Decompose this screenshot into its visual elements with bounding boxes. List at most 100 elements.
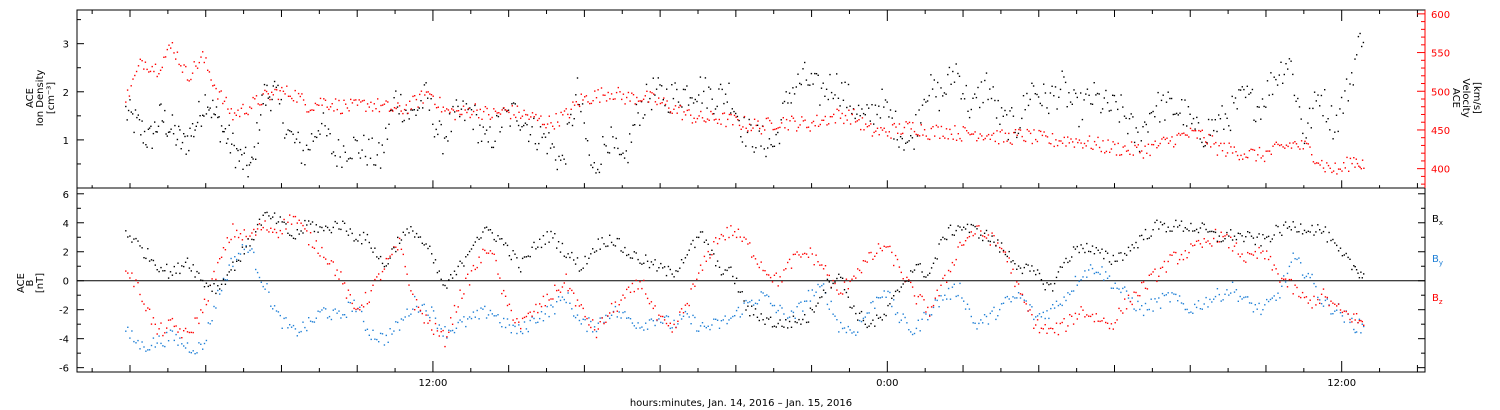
data-point <box>754 302 757 304</box>
data-point <box>1061 70 1063 72</box>
data-point <box>435 128 437 131</box>
data-point <box>135 342 137 344</box>
data-point <box>794 120 796 122</box>
data-point <box>1061 266 1063 268</box>
data-point <box>842 99 845 101</box>
data-point <box>1173 251 1175 253</box>
data-point <box>652 77 654 79</box>
data-point <box>196 270 198 273</box>
data-point <box>1190 243 1192 245</box>
data-point <box>743 116 745 119</box>
data-point <box>428 109 431 111</box>
data-point <box>539 238 541 240</box>
top-left-ylabel: ACE Ion Density [cm⁻³] <box>25 70 57 127</box>
data-point <box>1055 276 1058 279</box>
data-point <box>410 290 412 292</box>
data-point <box>1358 320 1361 322</box>
data-point <box>976 225 978 227</box>
data-point <box>1288 226 1291 228</box>
data-point <box>1010 272 1012 274</box>
data-point <box>1171 230 1173 232</box>
data-point <box>618 304 620 306</box>
data-point <box>925 101 927 103</box>
data-point <box>781 325 783 327</box>
data-point <box>397 236 399 239</box>
data-point <box>200 279 202 281</box>
data-point <box>364 291 367 294</box>
data-point <box>346 160 348 162</box>
data-point <box>1244 96 1247 99</box>
data-point <box>741 313 743 315</box>
data-point <box>395 321 397 323</box>
data-point <box>1183 132 1185 134</box>
data-point <box>769 316 772 318</box>
data-point <box>1102 140 1104 142</box>
data-point <box>1019 297 1022 299</box>
data-point <box>930 314 933 316</box>
data-point <box>1044 317 1046 320</box>
data-point <box>1031 142 1033 145</box>
data-point <box>698 330 700 332</box>
data-point <box>644 95 646 97</box>
data-point <box>1278 74 1280 76</box>
data-point <box>1245 261 1247 263</box>
data-point <box>127 272 129 274</box>
data-point <box>1033 270 1035 272</box>
data-point <box>514 253 516 255</box>
data-point <box>1141 234 1143 237</box>
data-point <box>1095 313 1097 315</box>
data-point <box>894 313 897 316</box>
data-point <box>219 288 221 290</box>
data-point <box>1284 221 1287 223</box>
data-point <box>805 253 808 255</box>
data-point <box>434 103 436 106</box>
data-point <box>497 235 499 237</box>
data-point <box>285 133 288 136</box>
data-point <box>1271 269 1273 271</box>
data-point <box>1043 131 1045 133</box>
data-point <box>684 257 687 259</box>
data-point <box>796 321 798 324</box>
data-point <box>788 92 791 94</box>
data-point <box>667 265 670 268</box>
data-point <box>381 262 384 265</box>
data-point <box>1148 274 1150 276</box>
data-point <box>868 252 870 254</box>
data-point <box>635 252 637 254</box>
data-point <box>781 281 783 283</box>
data-point <box>849 329 851 331</box>
data-point <box>722 235 724 237</box>
data-point <box>1095 247 1097 249</box>
data-point <box>1025 263 1027 265</box>
data-point <box>256 228 259 230</box>
data-point <box>787 129 789 131</box>
data-point <box>745 238 747 240</box>
data-point <box>1301 233 1304 235</box>
data-point <box>917 263 919 266</box>
data-point <box>984 79 986 82</box>
data-point <box>1343 310 1345 312</box>
data-point <box>938 243 940 245</box>
data-point <box>678 106 680 109</box>
data-point <box>682 262 685 264</box>
data-point <box>1262 309 1264 311</box>
data-point <box>311 221 314 223</box>
data-point <box>1311 307 1313 309</box>
data-point <box>949 270 952 273</box>
data-point <box>1088 135 1091 137</box>
data-point <box>1334 303 1336 305</box>
data-point <box>1091 267 1094 270</box>
data-point <box>385 257 387 260</box>
data-point <box>141 247 143 249</box>
data-point <box>1006 295 1008 298</box>
data-point <box>856 120 858 122</box>
data-point <box>432 310 435 312</box>
data-point <box>827 98 829 101</box>
data-point <box>567 253 569 255</box>
data-point <box>608 152 611 154</box>
data-point <box>525 315 528 318</box>
data-point <box>550 230 552 233</box>
data-point <box>422 102 424 104</box>
data-point <box>1266 236 1268 238</box>
data-point <box>190 135 192 137</box>
